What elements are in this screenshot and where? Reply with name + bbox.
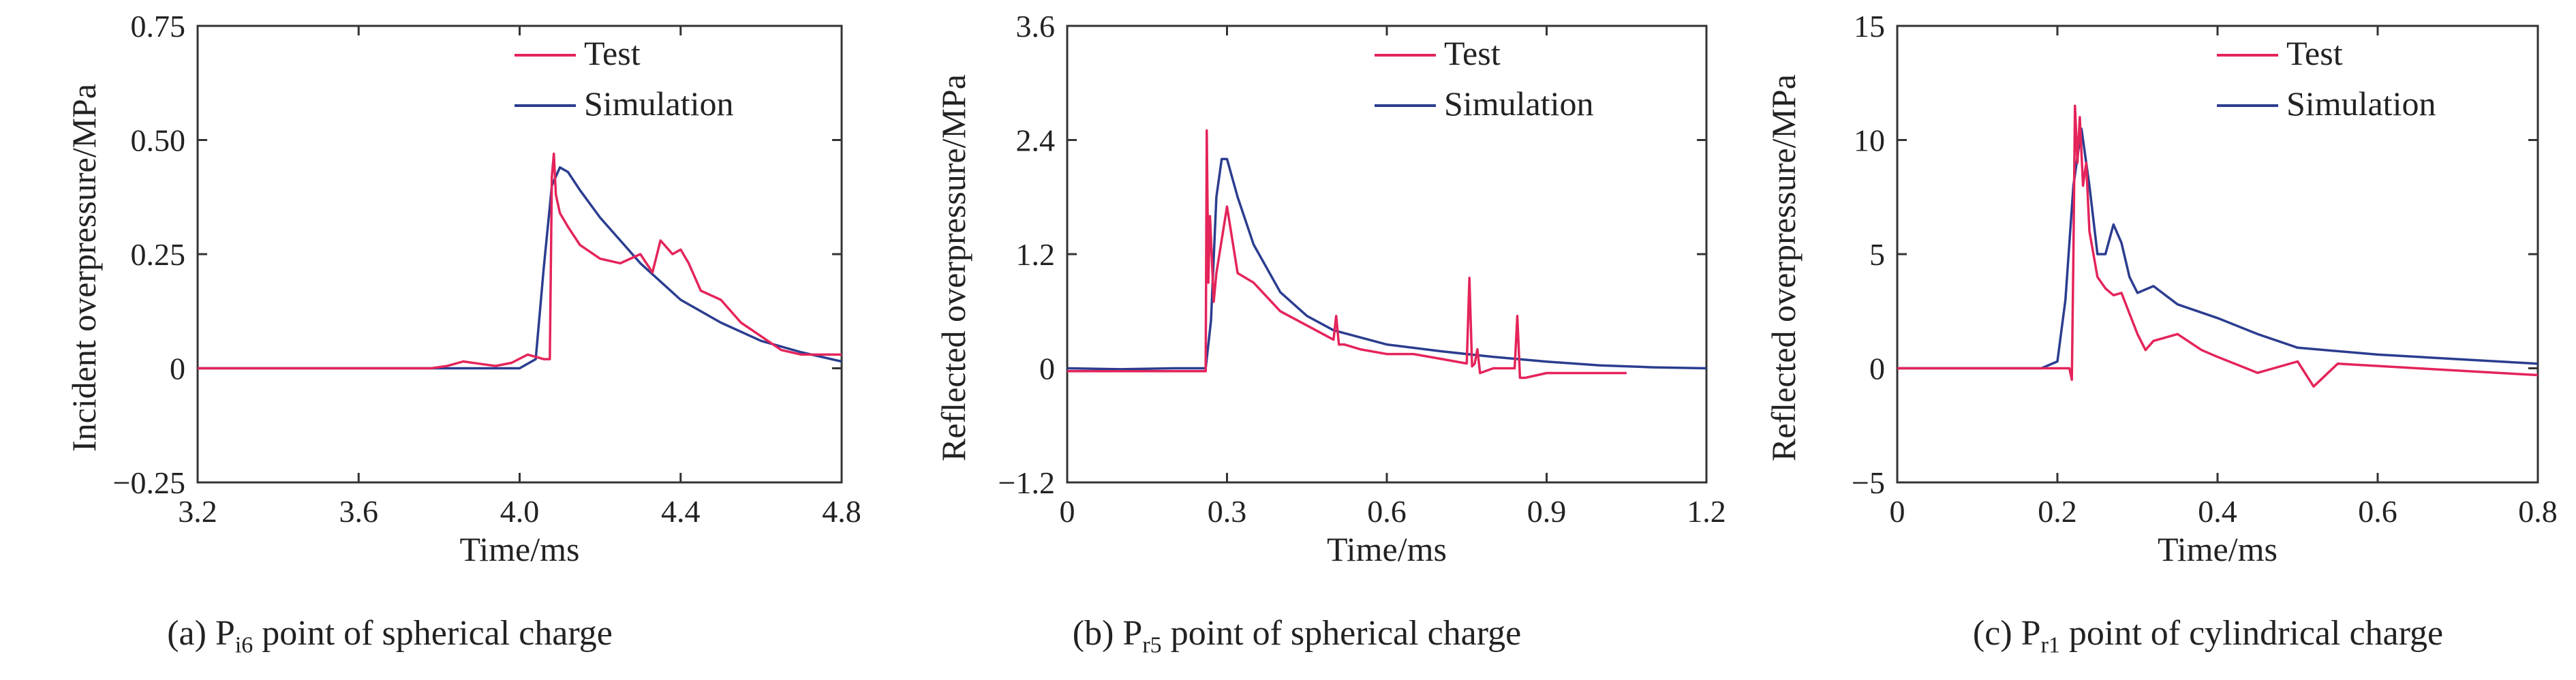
panel-2-xtick-label: 0.3 bbox=[1208, 494, 1247, 529]
panel-2-x-axis-title: Time/ms bbox=[1327, 530, 1447, 568]
panel-2-ytick-label: 0 bbox=[1039, 352, 1055, 386]
panel-1-ytick-label: −0.25 bbox=[113, 465, 185, 500]
panel-2-legend-label-simulation: Simulation bbox=[1444, 84, 1593, 123]
panel-3-xtick-label: 0 bbox=[1890, 494, 1905, 529]
panel-2-ytick-label: 2.4 bbox=[1016, 123, 1056, 158]
panel-3-xtick-label: 0.8 bbox=[2518, 494, 2558, 529]
panel-2-xtick-label: 1.2 bbox=[1687, 494, 1726, 529]
panel-2-ytick-label: 3.6 bbox=[1016, 9, 1056, 44]
panel-3-ytick-label: 0 bbox=[1869, 352, 1885, 386]
panel-3-x-axis-title: Time/ms bbox=[2158, 530, 2278, 568]
panel-1-x-axis-title: Time/ms bbox=[459, 530, 579, 568]
panel-2-ytick-label: 1.2 bbox=[1016, 237, 1056, 272]
panel-2-series-test bbox=[1067, 129, 1627, 380]
panel-3-legend-label-simulation: Simulation bbox=[2286, 84, 2436, 123]
panel-2-axes-frame bbox=[1066, 25, 1708, 484]
panel-3-ytick-label: 5 bbox=[1869, 237, 1885, 272]
panel-3-legend-label-test: Test bbox=[2286, 34, 2343, 72]
panel-2-y-axis-title: Reflected overpressure/MPa bbox=[934, 74, 972, 461]
panel-1-ytick-label: 0.25 bbox=[131, 237, 186, 272]
panel-2-xtick-label: 0.6 bbox=[1367, 494, 1407, 529]
panel-3-xtick-label: 0.2 bbox=[2038, 494, 2077, 529]
panel-2-xtick-label: 0.9 bbox=[1527, 494, 1567, 529]
panel-1-axes-frame bbox=[196, 25, 843, 484]
panel-3-ytick-label: 10 bbox=[1854, 123, 1885, 158]
panel-3-series-simulation bbox=[1897, 127, 2538, 370]
panel-2-series-simulation bbox=[1067, 157, 1706, 371]
panel-2-legend-label-test: Test bbox=[1444, 34, 1501, 72]
panel-1-xtick-label: 4.8 bbox=[822, 494, 861, 529]
caption-c: (c) Pr1 point of cylindrical charge bbox=[1972, 614, 2444, 658]
panel-1-ytick-label: 0.50 bbox=[131, 123, 186, 158]
panel-1-series-test bbox=[198, 152, 842, 370]
caption-a: (a) Pi6 point of spherical charge bbox=[167, 614, 613, 658]
caption-b: (b) Pr5 point of spherical charge bbox=[1072, 614, 1522, 658]
panel-1-series-simulation bbox=[198, 166, 842, 370]
panel-3-xtick-label: 0.6 bbox=[2358, 494, 2397, 529]
panel-3-y-axis-title: Reflected overpressure/MPa bbox=[1764, 74, 1803, 461]
panel-3-series-test bbox=[1897, 104, 2538, 388]
panel-2-xtick-label: 0 bbox=[1060, 494, 1075, 529]
panel-3-ytick-label: 15 bbox=[1854, 9, 1885, 44]
panel-1-y-axis-title: Incident overpressure/MPa bbox=[65, 84, 103, 452]
panel-1-xtick-label: 3.6 bbox=[339, 494, 379, 529]
panel-1-xtick-label: 4.4 bbox=[661, 494, 701, 529]
panel-3-ytick-label: −5 bbox=[1852, 465, 1885, 500]
panel-1-xtick-label: 4.0 bbox=[500, 494, 540, 529]
panel-2-ytick-label: −1.2 bbox=[998, 465, 1055, 500]
panel-3-axes-frame bbox=[1896, 25, 2539, 484]
panel-1-xtick-label: 3.2 bbox=[178, 494, 217, 529]
panel-3-xtick-label: 0.4 bbox=[2198, 494, 2237, 529]
panel-1-legend-label-simulation: Simulation bbox=[584, 84, 733, 123]
panel-1-ytick-label: 0.75 bbox=[131, 9, 186, 44]
panel-1-ytick-label: 0 bbox=[170, 352, 185, 386]
panel-1-legend-label-test: Test bbox=[584, 34, 641, 72]
